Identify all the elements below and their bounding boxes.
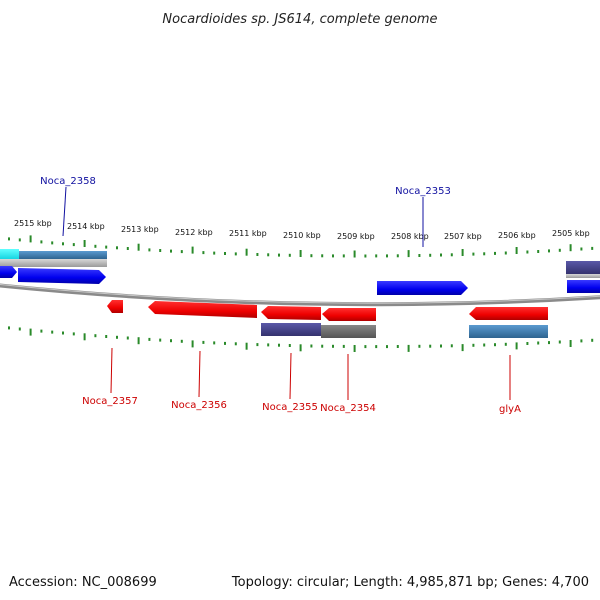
gene-arrow-noca-2356[interactable] (148, 301, 257, 318)
genome-backbone-highlight (0, 283, 600, 304)
purple-feature-bar-right[interactable] (566, 261, 600, 274)
map-title: Nocardioides sp. JS614, complete genome (162, 12, 437, 27)
tick-label-2507: 2507 kbp (444, 232, 482, 241)
upper-tick-row (8, 235, 594, 258)
tick-label-2506: 2506 kbp (498, 231, 536, 240)
gene-label-noca-2357[interactable]: Noca_2357 (82, 396, 138, 407)
cyan-feature-bar[interactable] (0, 249, 19, 262)
silver-feature-bar-upper[interactable] (0, 259, 107, 267)
gene-arrow-noca-2357[interactable] (107, 300, 123, 313)
tick-label-2513: 2513 kbp (121, 225, 159, 234)
gene-label-glya[interactable]: glyA (499, 404, 521, 415)
gene-arrow-forward-left-edge[interactable] (0, 266, 17, 278)
genome-backbone (0, 283, 600, 307)
gene-arrow-noca-2358[interactable] (18, 268, 106, 284)
gene-arrow-glya[interactable] (469, 307, 548, 320)
purple-feature-bar-lower[interactable] (261, 323, 321, 336)
leader-line-noca-2357 (110, 347, 113, 394)
gene-arrow-noca-2353[interactable] (377, 281, 468, 295)
leader-line-noca-2358 (62, 186, 67, 237)
genome-summary-text: Topology: circular; Length: 4,985,871 bp… (231, 575, 589, 590)
tick-label-2512: 2512 kbp (175, 228, 213, 237)
tick-label-2509: 2509 kbp (337, 232, 375, 241)
tick-label-2505: 2505 kbp (552, 229, 590, 238)
gene-arrow-noca-2355[interactable] (261, 306, 321, 320)
gene-arrow-forward-right-edge[interactable] (567, 280, 600, 293)
gene-label-noca-2358[interactable]: Noca_2358 (40, 176, 96, 187)
gray-feature-bar-lower[interactable] (321, 325, 376, 338)
gene-label-noca-2354[interactable]: Noca_2354 (320, 403, 376, 414)
tick-label-2508: 2508 kbp (391, 232, 429, 241)
leader-line-noca-2356 (198, 350, 201, 398)
tick-label-2514: 2514 kbp (67, 222, 105, 231)
tick-label-2515: 2515 kbp (14, 219, 52, 228)
steel-feature-bar-upper[interactable] (19, 251, 107, 259)
steel-feature-bar-lower[interactable] (469, 325, 548, 338)
tick-labels: 2515 kbp 2514 kbp 2513 kbp 2512 kbp 2511… (14, 219, 590, 241)
gene-arrow-noca-2354[interactable] (322, 308, 376, 321)
tick-label-2510: 2510 kbp (283, 231, 321, 240)
gene-label-noca-2356[interactable]: Noca_2356 (171, 400, 227, 411)
silver-feature-bar-right[interactable] (566, 274, 600, 278)
accession-text: Accession: NC_008699 (9, 575, 157, 590)
tick-label-2511: 2511 kbp (229, 229, 267, 238)
lower-tick-row (8, 326, 594, 352)
gene-label-noca-2353[interactable]: Noca_2353 (395, 186, 451, 197)
gene-label-noca-2355[interactable]: Noca_2355 (262, 402, 318, 413)
leader-line-noca-2355 (289, 352, 292, 400)
